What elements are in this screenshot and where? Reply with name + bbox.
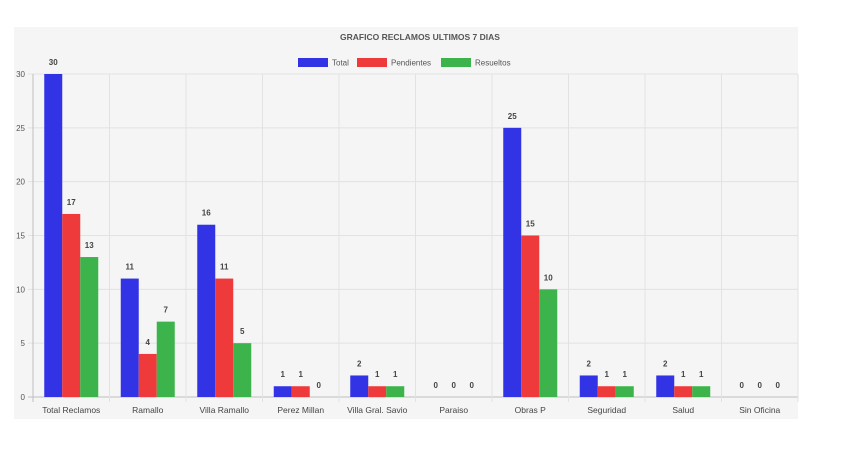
bar-resueltos[interactable] (80, 257, 99, 397)
y-tick-label: 5 (21, 339, 26, 348)
data-label: 0 (470, 381, 475, 390)
bar-resueltos[interactable] (386, 386, 405, 397)
chart-title: GRAFICO RECLAMOS ULTIMOS 7 DIAS (340, 32, 500, 42)
chart-background (14, 27, 798, 419)
data-label: 1 (623, 370, 628, 379)
data-label: 25 (508, 112, 517, 121)
data-label: 2 (587, 359, 592, 368)
bar-resueltos[interactable] (539, 289, 558, 397)
x-tick-label: Salud (672, 405, 694, 415)
x-tick-label: Paraiso (439, 405, 468, 415)
data-label: 2 (357, 359, 362, 368)
data-label: 11 (126, 263, 135, 272)
y-tick-label: 25 (16, 124, 25, 133)
x-tick-label: Seguridad (587, 405, 626, 415)
y-tick-label: 15 (16, 232, 25, 241)
y-axis: 0 5 10 15 20 25 30 (16, 70, 25, 402)
data-label: 7 (164, 306, 169, 315)
legend-swatch-pendientes[interactable] (357, 58, 387, 67)
bar-pendientes[interactable] (138, 353, 157, 397)
x-tick-label: Sin Oficina (739, 405, 780, 415)
data-label: 5 (240, 327, 245, 336)
bar-resueltos[interactable] (233, 343, 252, 397)
bar-total[interactable] (197, 224, 216, 397)
data-label: 11 (220, 263, 229, 272)
legend: Total Pendientes Resueltos (298, 58, 511, 68)
x-tick-label: Villa Gral. Savio (347, 405, 408, 415)
bar-resueltos[interactable] (156, 321, 175, 397)
x-axis: Total Reclamos Ramallo Villa Ramallo Perez … (42, 405, 780, 415)
bar-total[interactable] (656, 375, 675, 397)
data-label: 10 (544, 273, 553, 282)
data-label: 1 (393, 370, 398, 379)
data-label: 0 (434, 381, 439, 390)
x-tick-label: Villa Ramallo (200, 405, 250, 415)
legend-label-pendientes[interactable]: Pendientes (391, 59, 431, 68)
data-label: 17 (67, 198, 76, 207)
data-label: 13 (85, 241, 94, 250)
bar-pendientes[interactable] (674, 386, 693, 397)
data-label: 2 (663, 359, 668, 368)
data-label: 15 (526, 220, 535, 229)
data-label: 16 (202, 209, 211, 218)
bar-pendientes[interactable] (521, 235, 540, 398)
bar-resueltos[interactable] (615, 386, 634, 397)
y-tick-label: 20 (16, 178, 25, 187)
legend-label-total[interactable]: Total (332, 59, 349, 68)
bar-total[interactable] (44, 74, 63, 397)
y-tick-label: 30 (16, 70, 25, 79)
bar-total[interactable] (579, 375, 598, 397)
bar-pendientes[interactable] (597, 386, 616, 397)
data-label: 4 (146, 338, 151, 347)
grid (28, 73, 799, 402)
x-tick-label: Perez Millan (277, 405, 324, 415)
bar-resueltos[interactable] (692, 386, 711, 397)
bar-total[interactable] (273, 386, 292, 397)
x-tick-label: Ramallo (132, 405, 163, 415)
y-tick-label: 0 (21, 393, 26, 402)
y-tick-label: 10 (16, 285, 25, 294)
data-label: 1 (605, 370, 610, 379)
bar-pendientes[interactable] (62, 213, 81, 397)
legend-label-resueltos[interactable]: Resueltos (475, 59, 511, 68)
bar-pendientes[interactable] (368, 386, 387, 397)
data-label: 0 (758, 381, 763, 390)
bar-total[interactable] (350, 375, 369, 397)
data-label: 1 (699, 370, 704, 379)
data-label: 1 (281, 370, 286, 379)
data-label: 0 (452, 381, 457, 390)
data-label: 0 (776, 381, 781, 390)
bars (44, 74, 711, 398)
data-label: 1 (681, 370, 686, 379)
bar-total[interactable] (503, 127, 522, 397)
bar-pendientes[interactable] (291, 386, 310, 397)
legend-swatch-resueltos[interactable] (441, 58, 471, 67)
x-tick-label: Obras P (515, 405, 547, 415)
bar-total[interactable] (120, 278, 139, 397)
data-label: 0 (740, 381, 745, 390)
data-label: 1 (299, 370, 304, 379)
data-label: 1 (375, 370, 380, 379)
data-label: 30 (49, 58, 58, 67)
x-tick-label: Total Reclamos (42, 405, 100, 415)
data-label: 0 (317, 381, 322, 390)
legend-swatch-total[interactable] (298, 58, 328, 67)
bar-pendientes[interactable] (215, 278, 234, 397)
